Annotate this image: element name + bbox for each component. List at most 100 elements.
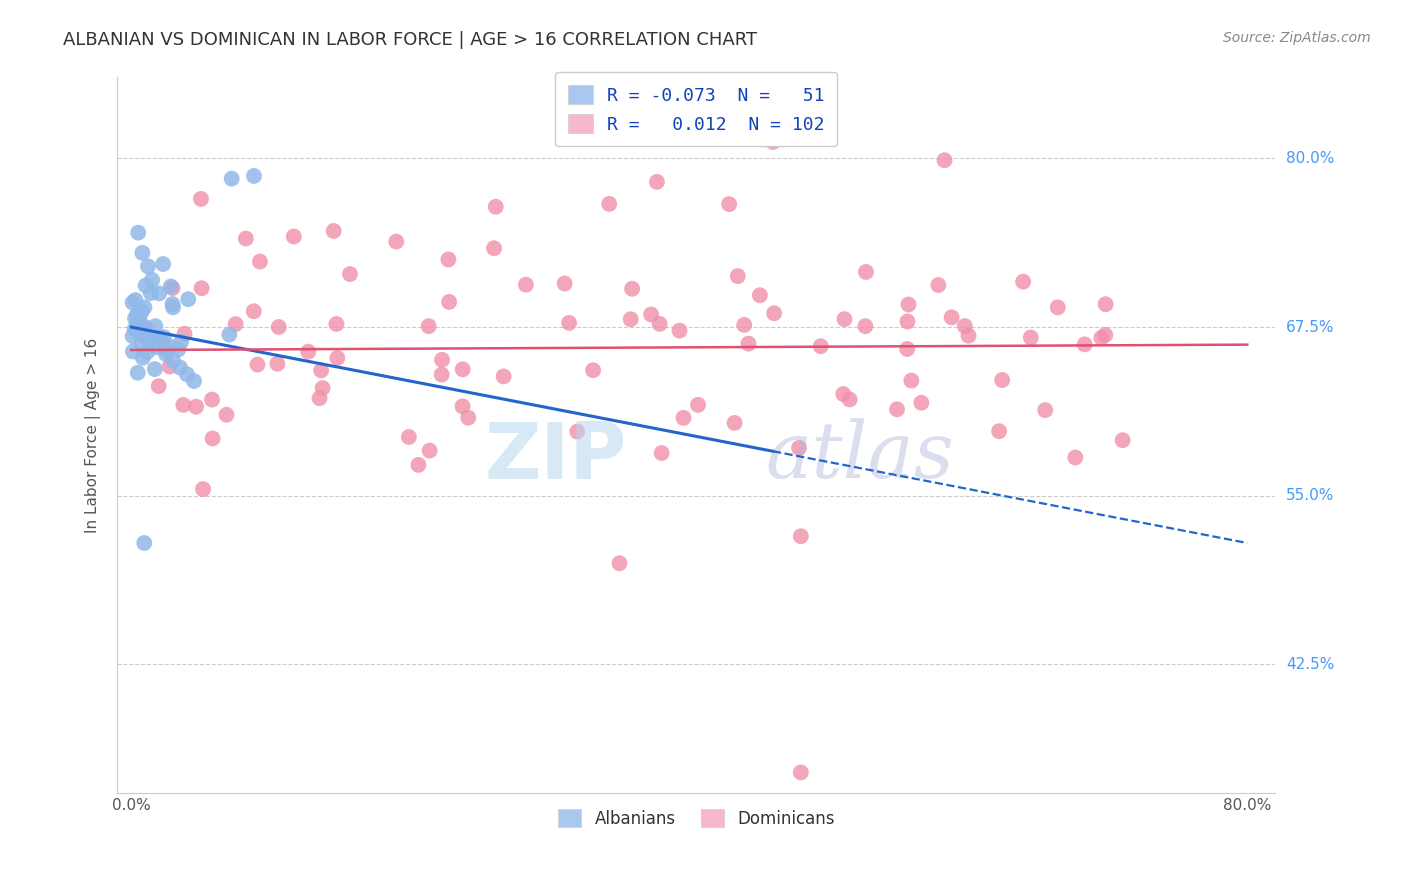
Point [567,425,589,439]
Point [152,339,174,353]
Point [155,347,177,361]
Point [148,379,170,393]
Point [834,312,856,326]
Point [132,321,155,335]
Point [1278,185,1301,199]
Point [927,278,949,293]
Point [124,322,146,336]
Point [832,387,855,401]
Point [266,357,288,371]
Point [957,328,980,343]
Point [598,197,620,211]
Text: 55.0%: 55.0% [1286,488,1334,503]
Point [1094,327,1116,342]
Point [159,359,181,374]
Point [419,443,441,458]
Point [311,381,333,395]
Point [129,321,152,335]
Point [934,153,956,168]
Point [162,354,184,368]
Point [855,265,877,279]
Point [153,330,176,344]
Point [430,352,453,367]
Point [215,408,238,422]
Point [136,260,159,274]
Point [437,252,460,267]
Point [723,416,745,430]
Point [155,343,177,357]
Point [430,368,453,382]
Point [160,279,183,293]
Point [621,282,644,296]
Point [408,458,430,472]
Point [910,395,932,409]
Point [121,329,143,343]
Text: 80.0%: 80.0% [1286,151,1334,166]
Point [1111,434,1133,448]
Point [167,343,190,357]
Point [1046,301,1069,315]
Point [139,285,162,300]
Point [190,281,212,295]
Point [127,226,149,240]
Point [134,536,156,550]
Point [308,391,330,405]
Point [225,317,247,331]
Text: ALBANIAN VS DOMINICAN IN LABOR FORCE | AGE > 16 CORRELATION CHART: ALBANIAN VS DOMINICAN IN LABOR FORCE | A… [63,31,758,49]
Point [141,334,163,348]
Point [177,292,200,306]
Point [218,327,240,342]
Point [339,267,361,281]
Point [201,392,224,407]
Point [1073,337,1095,351]
Point [191,482,214,496]
Point [246,358,269,372]
Point [221,171,243,186]
Point [991,373,1014,387]
Point [1090,331,1112,345]
Point [558,316,581,330]
Text: 67.5%: 67.5% [1286,319,1334,334]
Point [127,366,149,380]
Point [1019,330,1042,344]
Point [953,319,976,334]
Text: 42.5%: 42.5% [1286,657,1334,672]
Point [131,335,153,350]
Point [418,319,440,334]
Point [896,342,918,356]
Point [145,340,167,354]
Point [128,313,150,327]
Point [162,301,184,315]
Point [242,304,264,318]
Point [122,344,145,359]
Point [648,317,671,331]
Point [733,318,755,332]
Point [609,556,631,570]
Point [132,351,155,365]
Point [148,286,170,301]
Point [787,441,810,455]
Point [515,277,537,292]
Text: ZIP: ZIP [485,418,627,494]
Point [838,392,860,407]
Point [853,319,876,334]
Point [385,235,408,249]
Point [135,331,157,345]
Point [762,135,785,149]
Text: atlas: atlas [766,418,955,495]
Point [170,334,193,349]
Point [1012,275,1035,289]
Point [941,310,963,325]
Point [492,369,515,384]
Point [645,175,668,189]
Point [134,320,156,334]
Point [127,325,149,339]
Point [176,368,198,382]
Point [201,431,224,445]
Point [582,363,605,377]
Point [810,339,832,353]
Point [398,430,420,444]
Point [135,278,157,293]
Point [121,295,143,310]
Point [322,224,344,238]
